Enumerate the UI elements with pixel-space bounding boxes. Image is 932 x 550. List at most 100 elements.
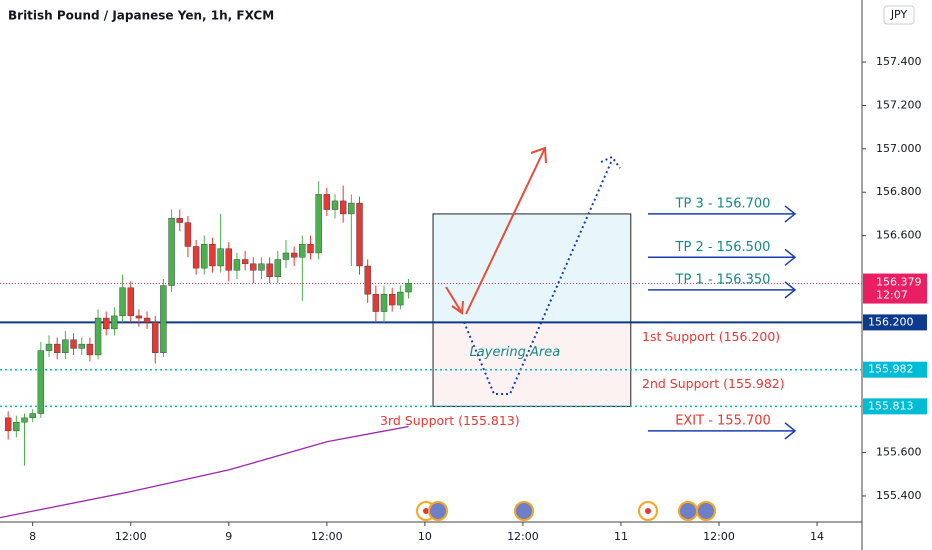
chart-title: British Pound / Japanese Yen, 1h, FXCM xyxy=(8,9,274,23)
candle-body xyxy=(119,287,126,317)
drawings xyxy=(445,146,621,395)
candle-body xyxy=(397,291,404,306)
candle-body xyxy=(225,248,232,271)
event-dot xyxy=(645,508,651,514)
target-arrow-head xyxy=(784,422,797,440)
candle-body xyxy=(348,202,355,215)
x-tick-label: 8 xyxy=(29,530,36,543)
candle-body xyxy=(70,339,77,349)
support-label: 3rd Support (155.813) xyxy=(380,413,520,428)
event-icons xyxy=(416,501,716,521)
level-badge xyxy=(863,314,927,331)
x-tick-label: 12:00 xyxy=(507,530,539,543)
y-tick-label: 157.000 xyxy=(876,142,922,155)
arrow xyxy=(445,286,463,314)
y-tick-label: 155.400 xyxy=(876,489,922,502)
level-badge xyxy=(863,361,927,378)
target-label: TP 2 - 156.500 xyxy=(675,240,771,255)
candle-body xyxy=(217,248,224,267)
event-icon[interactable] xyxy=(514,501,534,521)
candle-body xyxy=(184,222,192,247)
candle-body xyxy=(364,265,371,295)
currency-badge[interactable] xyxy=(883,5,915,25)
candle-body xyxy=(339,200,347,215)
zone xyxy=(432,321,632,407)
dotted-path xyxy=(463,159,613,395)
target-label: TP 3 - 156.700 xyxy=(675,196,771,211)
level-badge xyxy=(863,398,927,415)
y-tick-label: 155.600 xyxy=(876,446,922,459)
candle-body xyxy=(37,350,45,414)
candle-body xyxy=(282,252,290,260)
currency-label: JPY xyxy=(890,8,908,21)
candle-body xyxy=(103,317,110,330)
x-tick-label: 12:00 xyxy=(115,530,147,543)
target-arrow-head xyxy=(784,248,797,266)
event-icon[interactable] xyxy=(428,501,448,521)
dotted-head xyxy=(600,155,621,169)
candle-body xyxy=(356,202,363,267)
candle-body xyxy=(94,317,102,356)
countdown-label: 12:07 xyxy=(876,289,908,302)
level-label: 155.982 xyxy=(868,363,914,376)
candle-body xyxy=(315,194,322,254)
candle-body xyxy=(152,322,159,353)
arrow-head xyxy=(451,300,464,315)
y-tick-label: 156.600 xyxy=(876,229,922,242)
support-label: 2nd Support (155.982) xyxy=(642,376,785,391)
candle-body xyxy=(380,293,388,312)
arrow xyxy=(465,147,546,315)
x-tick-label: 11 xyxy=(614,530,628,543)
candle-body xyxy=(299,244,306,258)
candle-body xyxy=(241,259,249,265)
candle-body xyxy=(405,283,412,293)
candle-body xyxy=(192,246,200,269)
candle-body xyxy=(111,315,118,330)
zone xyxy=(432,213,632,323)
target-arrow-head xyxy=(784,205,797,223)
candle-body xyxy=(176,218,183,223)
x-tick-label: 12:00 xyxy=(311,530,343,543)
target-label: TP 1 - 156.350 xyxy=(675,272,771,287)
candle-body xyxy=(250,263,257,271)
candle-body xyxy=(4,417,12,432)
candle-body xyxy=(372,293,380,312)
candle-body xyxy=(143,317,151,323)
candle-body xyxy=(160,285,167,353)
candle-body xyxy=(323,194,331,210)
zone-label: Layering Area xyxy=(470,345,561,360)
x-tick-label: 12:00 xyxy=(703,530,735,543)
candle-body xyxy=(62,339,69,353)
event-icon[interactable] xyxy=(678,501,698,521)
candle-body xyxy=(168,218,175,286)
target-label: EXIT - 155.700 xyxy=(675,413,771,428)
event-icon[interactable] xyxy=(696,501,716,521)
candle-body xyxy=(86,343,94,356)
candle-body xyxy=(13,421,20,432)
candle-body xyxy=(233,259,241,271)
level-label: 156.200 xyxy=(868,315,914,328)
candle-body xyxy=(201,244,208,269)
candle-body xyxy=(274,259,282,278)
x-tick-label: 14 xyxy=(810,530,824,543)
candle-body xyxy=(258,263,265,271)
x-tick-label: 9 xyxy=(225,530,232,543)
x-tick-label: 10 xyxy=(418,530,432,543)
candle-body xyxy=(29,413,36,419)
candle-body xyxy=(45,343,53,351)
candle-body xyxy=(127,287,134,317)
candle-body xyxy=(135,315,143,319)
candle-body xyxy=(290,252,298,258)
candle-body xyxy=(78,343,85,349)
candle-body xyxy=(307,244,314,254)
event-dot xyxy=(423,508,429,514)
candle-body xyxy=(53,343,61,353)
candle-body xyxy=(209,244,216,267)
arrow-head xyxy=(530,146,547,164)
target-arrow-head xyxy=(784,281,797,299)
level-label: 155.813 xyxy=(868,399,914,412)
last-price-badge xyxy=(863,273,927,304)
y-tick-label: 157.400 xyxy=(876,55,922,68)
support-label: 1st Support (156.200) xyxy=(642,329,780,344)
